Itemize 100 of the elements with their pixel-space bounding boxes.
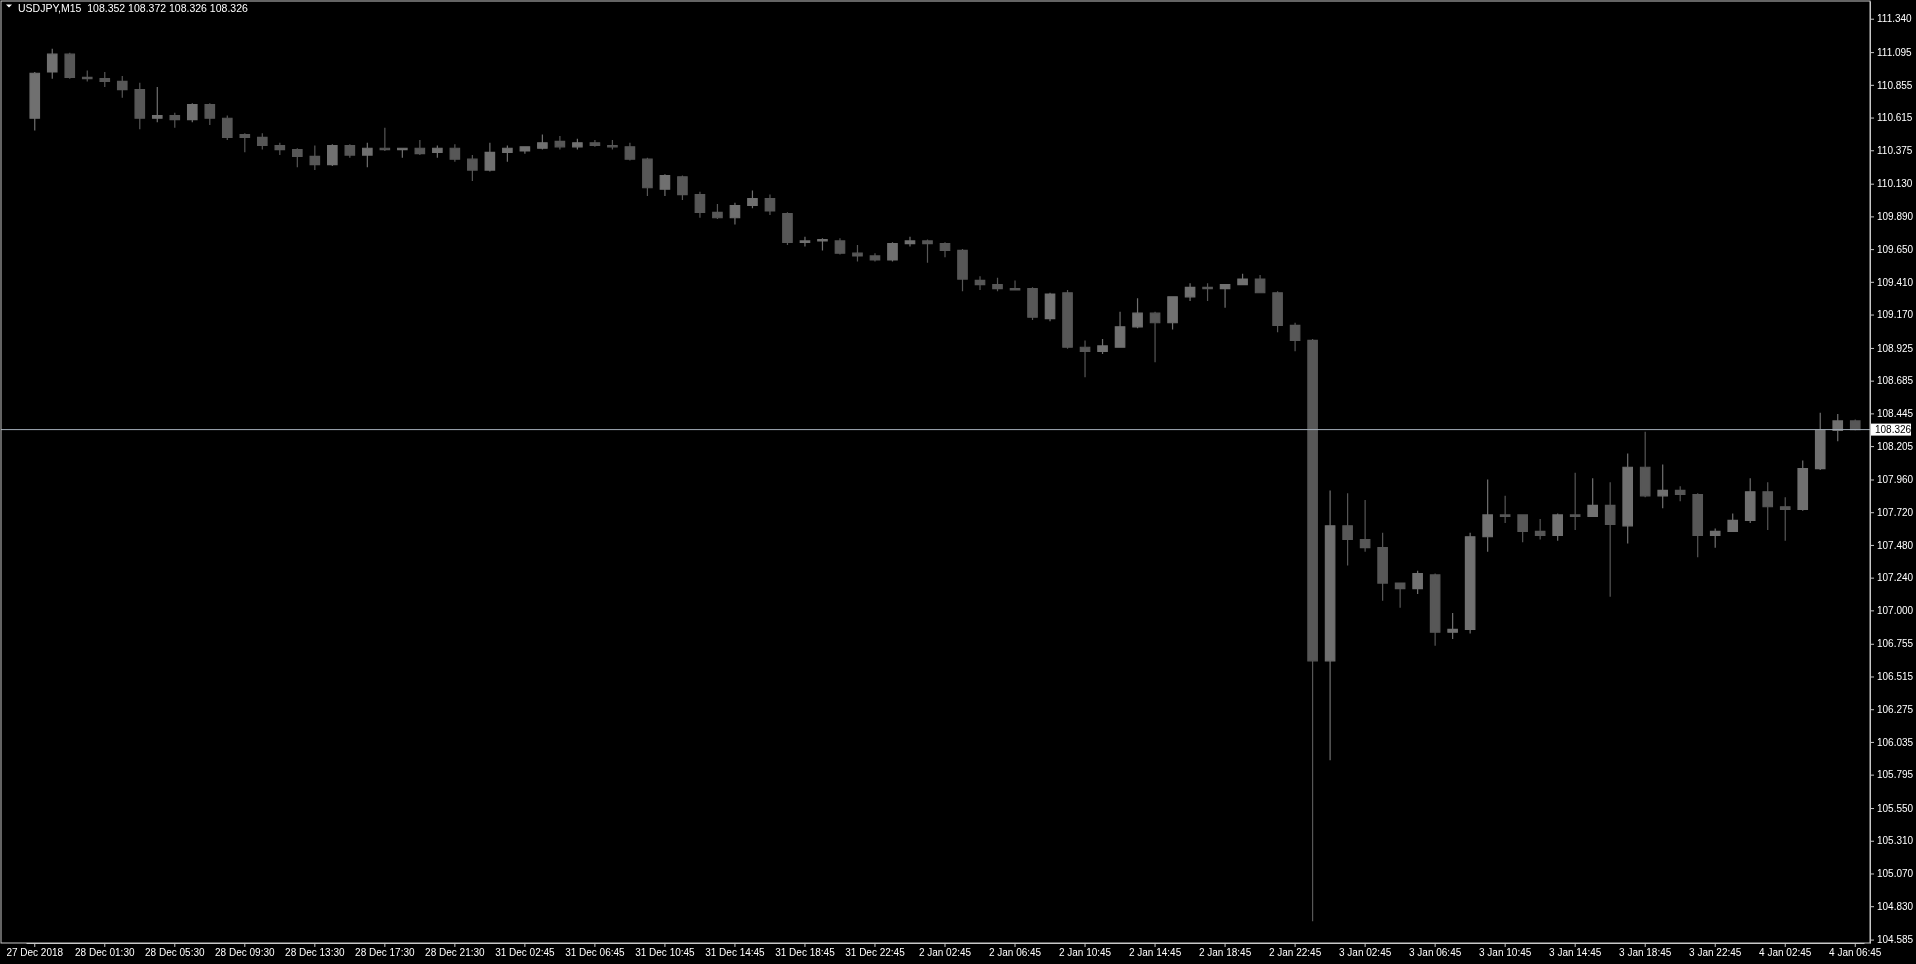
candlestick (764, 193, 776, 216)
candlestick (1464, 532, 1476, 635)
candlestick (1377, 532, 1388, 602)
candlestick (747, 189, 758, 209)
candlestick (204, 102, 216, 126)
candlestick (362, 142, 373, 168)
x-tick-label: 28 Dec 17:30 (355, 947, 416, 959)
y-tick-label: 108.205 (1877, 440, 1914, 452)
y-tick-label: 109.170 (1877, 309, 1914, 321)
candlestick (292, 147, 303, 168)
candlestick (957, 248, 968, 292)
candlestick (502, 144, 513, 163)
candlestick (1412, 570, 1423, 595)
candlestick (607, 139, 618, 151)
x-tick-label: 31 Dec 22:45 (845, 947, 906, 959)
y-tick-label: 110.855 (1877, 79, 1913, 91)
candlestick (939, 241, 951, 258)
candlestick (782, 211, 793, 246)
x-tick-label: 31 Dec 10:45 (635, 947, 696, 959)
y-tick-label: 107.960 (1877, 474, 1914, 486)
candlestick (1762, 481, 1774, 531)
candlestick (799, 236, 811, 247)
x-tick-label: 3 Jan 14:45 (1549, 947, 1602, 959)
candlestick (1009, 279, 1021, 291)
candlestick (1272, 290, 1283, 333)
candlestick (484, 142, 496, 173)
candlestick (869, 252, 881, 262)
candlestick (1429, 572, 1441, 647)
candlestick (134, 82, 146, 130)
candlestick (537, 134, 548, 151)
candlestick (1517, 514, 1528, 543)
y-tick-label: 106.755 (1877, 638, 1914, 650)
x-tick-label: 4 Jan 06:45 (1829, 947, 1882, 959)
candlestick (589, 139, 601, 148)
candlestick (99, 71, 111, 88)
candlestick (904, 236, 916, 247)
candlestick (1184, 282, 1196, 302)
candlestick (239, 132, 251, 153)
candlestick (1622, 453, 1634, 545)
candlestick (1657, 463, 1669, 509)
candlestick (1062, 289, 1073, 350)
candlestick (1079, 339, 1091, 378)
candlestick (1027, 286, 1038, 321)
candlestick (1359, 499, 1371, 553)
candlestick (379, 127, 391, 152)
candlestick (1254, 274, 1266, 294)
candlestick (186, 102, 198, 123)
candlestick (449, 143, 461, 163)
x-tick-label: 2 Jan 02:45 (918, 947, 972, 959)
y-tick-label: 110.375 (1877, 144, 1913, 156)
candlestick (1114, 311, 1126, 348)
candlestick (1202, 282, 1213, 302)
x-tick-label: 4 Jan 02:45 (1759, 947, 1812, 959)
candlestick (151, 86, 163, 123)
candlestick (922, 238, 933, 264)
chart-title: USDJPY,M15 108.352 108.372 108.326 108.326 (18, 2, 248, 14)
y-tick-label: 104.830 (1877, 900, 1914, 912)
y-tick-label: 107.720 (1877, 506, 1914, 518)
y-tick-label: 105.795 (1877, 769, 1914, 781)
x-tick-label: 2 Jan 22:45 (1268, 947, 1322, 959)
x-tick-label: 2 Jan 10:45 (1058, 947, 1112, 959)
y-tick-label: 110.615 (1877, 112, 1913, 124)
y-tick-label: 105.550 (1877, 802, 1914, 814)
y-tick-label: 106.275 (1877, 703, 1914, 715)
candlestick (1604, 481, 1616, 598)
candlestick (1779, 496, 1791, 542)
candlestick (1744, 477, 1756, 524)
candlestick (1639, 431, 1651, 498)
candlestick (309, 144, 321, 171)
candlestick (1849, 418, 1861, 432)
x-tick-label: 3 Jan 22:45 (1689, 947, 1742, 959)
x-tick-label: 28 Dec 05:30 (145, 947, 205, 959)
x-tick-label: 31 Dec 18:45 (775, 947, 836, 959)
x-tick-label: 2 Jan 06:45 (988, 947, 1042, 959)
candlestick (467, 154, 478, 182)
candlestick (1342, 492, 1353, 566)
x-tick-label: 3 Jan 06:45 (1409, 947, 1462, 959)
candlestick (1307, 338, 1318, 922)
candlestick (46, 48, 58, 80)
candlestick (116, 75, 128, 99)
candlestick (1482, 478, 1493, 553)
y-tick-label: 110.130 (1877, 178, 1913, 190)
candlestick (274, 142, 286, 156)
candlestick (1552, 512, 1563, 542)
candlestick (1447, 612, 1458, 640)
candlestick (256, 132, 268, 151)
y-tick-label: 109.650 (1877, 243, 1914, 255)
candlestick (327, 143, 338, 167)
candlestick (642, 157, 653, 197)
candlestick (624, 142, 636, 162)
candlestick (1692, 492, 1704, 558)
candlestick (1797, 459, 1809, 512)
x-tick-label: 28 Dec 09:30 (215, 947, 275, 959)
candlestick (817, 237, 828, 252)
candlestick (1814, 412, 1826, 471)
candlestick (1587, 477, 1598, 517)
candlestick (432, 144, 443, 159)
candlestick (519, 146, 531, 155)
candlestick (29, 71, 41, 132)
candlestick (1044, 292, 1056, 322)
